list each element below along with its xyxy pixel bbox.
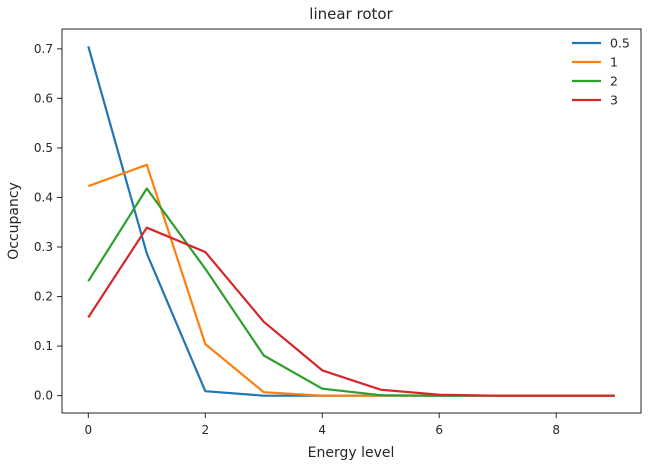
series-lines — [87, 46, 615, 397]
y-tick-label: 0.0 — [34, 389, 53, 403]
series-line-2 — [87, 187, 615, 397]
y-tick-label: 0.5 — [34, 141, 53, 155]
series-line-1 — [87, 163, 615, 397]
x-tick-label: 2 — [201, 423, 209, 437]
x-tick-label: 0 — [84, 423, 92, 437]
plot-area — [61, 28, 642, 414]
x-axis-label: Energy level — [308, 445, 395, 461]
x-tick-label: 4 — [318, 423, 326, 437]
legend-label: 3 — [610, 93, 618, 108]
y-axis: 0.0 0.1 0.2 0.3 0.4 0.5 0.6 0.7 — [34, 42, 62, 403]
legend-label: 1 — [610, 55, 618, 70]
legend-label: 0.5 — [610, 36, 630, 51]
x-tick-label: 6 — [435, 423, 443, 437]
y-tick-label: 0.7 — [34, 42, 53, 56]
y-tick-label: 0.3 — [34, 240, 53, 254]
legend: 0.5 1 2 3 — [572, 36, 630, 108]
series-line-3 — [87, 226, 615, 397]
series-line-0-5 — [87, 46, 615, 397]
y-tick-label: 0.6 — [34, 91, 53, 105]
legend-label: 2 — [610, 74, 618, 89]
chart-title: linear rotor — [309, 5, 393, 23]
y-tick-label: 0.2 — [34, 290, 53, 304]
x-axis: 0 2 4 6 8 — [84, 413, 560, 437]
y-tick-label: 0.1 — [34, 339, 53, 353]
y-tick-label: 0.4 — [34, 190, 53, 204]
y-axis-label: Occupancy — [6, 182, 22, 260]
x-tick-label: 8 — [552, 423, 560, 437]
